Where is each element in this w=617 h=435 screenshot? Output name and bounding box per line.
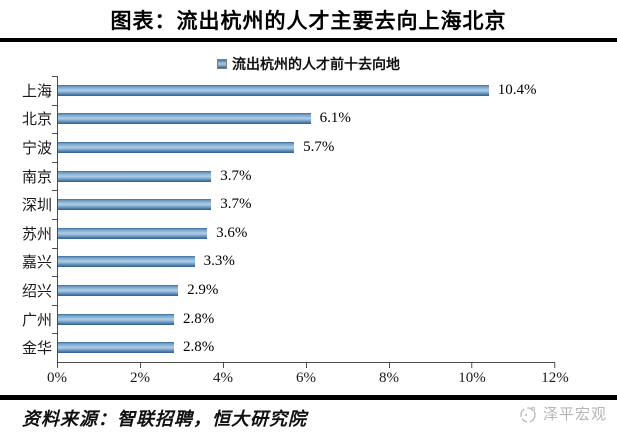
y-axis-label: 广州 [21, 312, 52, 329]
y-axis-tick [52, 76, 58, 77]
x-axis-tick-label: 10% [458, 369, 486, 386]
bar-row: 北京 6.1% [22, 105, 555, 134]
x-axis-tickmark [305, 362, 307, 368]
x-axis-tickmark [222, 362, 224, 368]
bar [58, 342, 174, 354]
legend-label: 流出杭州的人才前十去向地 [232, 58, 400, 73]
bar-value-label: 3.6% [216, 224, 248, 241]
x-axis-tickmark [554, 362, 556, 368]
bar [58, 141, 295, 153]
y-axis-tick [52, 333, 58, 335]
x-axis-tick-label: 4% [213, 369, 233, 386]
y-axis-label: 北京 [21, 112, 52, 129]
y-axis-tick [52, 304, 58, 306]
x-axis-tick-label: 2% [130, 369, 150, 386]
x-axis-tick: 12% [541, 362, 569, 387]
x-axis-tick-label: 8% [379, 369, 399, 386]
bar-value-label: 3.7% [220, 196, 252, 213]
bar-row: 宁波 5.7% [22, 133, 555, 162]
legend-swatch-icon [217, 59, 227, 69]
y-axis-tick [52, 190, 58, 192]
bar [58, 256, 195, 268]
bar-value-label: 3.3% [203, 253, 235, 270]
y-axis-label: 南京 [21, 169, 52, 186]
brand-logo-icon [520, 406, 536, 423]
y-axis-tick [52, 247, 58, 249]
y-axis-tick [52, 133, 58, 135]
bar-row: 南京 3.7% [22, 162, 555, 191]
y-axis-label: 绍兴 [21, 283, 52, 300]
plot-area: 上海 10.4% 北京 6.1% 宁波 5.7% 南京 3.7% 深圳 3.7% 苏州 3.6% 嘉兴 3… [22, 76, 555, 363]
y-axis-label: 金华 [21, 341, 52, 358]
x-axis-tick: 4% [213, 362, 233, 387]
bar [58, 113, 311, 125]
bar-row: 深圳 3.7% [22, 190, 555, 219]
bar-value-label: 2.9% [187, 281, 219, 298]
x-axis-tick: 0% [47, 362, 67, 387]
bar-row: 绍兴 2.9% [22, 276, 555, 305]
x-axis-tickmark [471, 362, 473, 368]
x-axis-tickmark [56, 362, 58, 368]
bar-value-label: 3.7% [220, 167, 252, 184]
bar-value-label: 10.4% [497, 81, 537, 98]
chart-legend: 流出杭州的人才前十去向地 [0, 55, 617, 73]
y-axis-label: 宁波 [21, 140, 52, 157]
y-axis-label: 深圳 [21, 198, 52, 215]
bar [58, 199, 212, 211]
bar-value-label: 2.8% [182, 310, 215, 327]
source-note: 资料来源：智联招聘，恒大研究院 [22, 408, 307, 429]
x-axis-tick-label: 12% [541, 369, 569, 386]
bar-value-label: 6.1% [319, 110, 351, 127]
footer: 资料来源：智联招聘，恒大研究院 泽平宏观 [0, 400, 617, 435]
x-axis-tick: 2% [130, 362, 150, 387]
x-axis-tick: 8% [379, 362, 399, 387]
x-axis-tick: 10% [458, 362, 486, 387]
x-axis-tick-label: 6% [296, 369, 316, 386]
y-axis-tick [52, 276, 58, 278]
x-axis-tickmark [388, 362, 390, 368]
bar [58, 170, 212, 182]
brand-name: 泽平宏观 [542, 407, 607, 423]
y-axis-label: 嘉兴 [21, 255, 52, 272]
page-title: 图表：流出杭州的人才主要去向上海北京 [110, 9, 507, 33]
bar [58, 313, 174, 325]
bar [58, 227, 208, 239]
x-axis-tick-label: 0% [47, 369, 67, 386]
y-axis-tick [52, 104, 58, 106]
top-divider [0, 38, 617, 42]
bar-value-label: 2.8% [182, 339, 215, 356]
x-axis-tickmark [139, 362, 141, 368]
bar-chart: 上海 10.4% 北京 6.1% 宁波 5.7% 南京 3.7% 深圳 3.7% 苏州 3.6% 嘉兴 3… [22, 76, 569, 391]
y-axis-tick [52, 161, 58, 163]
x-axis: 0% 2% 4% 6% 8% 10% 12% [47, 362, 569, 391]
y-axis-label: 苏州 [21, 226, 52, 243]
bar-row: 苏州 3.6% [22, 219, 555, 248]
y-axis-tick [52, 219, 58, 220]
x-axis-tick: 6% [296, 362, 316, 387]
bar-row: 金华 2.8% [22, 333, 555, 362]
bottom-divider [0, 395, 617, 400]
bar-row: 上海 10.4% [22, 76, 555, 105]
y-axis-label: 上海 [21, 83, 52, 100]
brand-watermark: 泽平宏观 [517, 403, 607, 425]
bar-row: 广州 2.8% [22, 305, 555, 334]
chart-card: 图表：流出杭州的人才主要去向上海北京 流出杭州的人才前十去向地 上海 10.4% 北… [0, 7, 617, 435]
bar-row: 嘉兴 3.3% [22, 248, 555, 277]
bar [58, 284, 179, 296]
bar-value-label: 5.7% [303, 138, 335, 155]
bar [58, 84, 489, 96]
